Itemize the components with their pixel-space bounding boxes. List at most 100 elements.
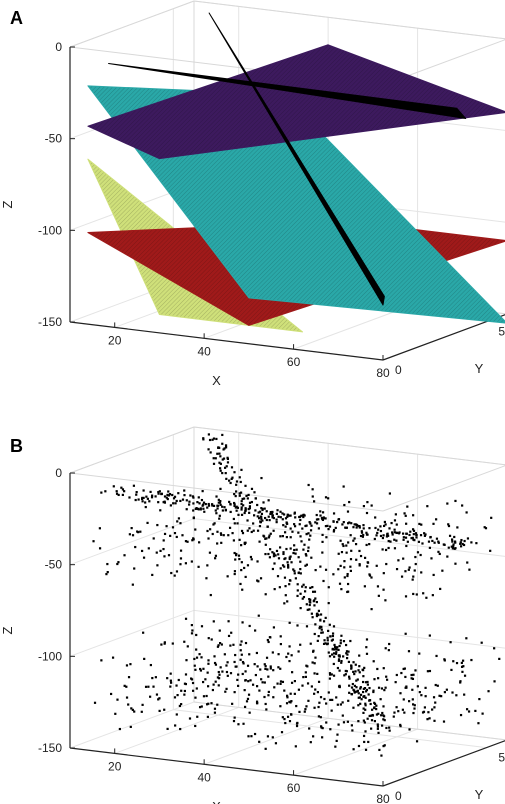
scatter-point bbox=[244, 670, 247, 673]
scatter-point bbox=[233, 503, 236, 506]
gridline-z bbox=[69, 426, 505, 474]
scatter-point bbox=[309, 598, 312, 601]
scatter-point bbox=[304, 708, 307, 711]
scatter-point bbox=[195, 633, 198, 637]
scatter-point bbox=[430, 557, 433, 560]
scatter-point bbox=[461, 542, 464, 546]
scatter-point bbox=[267, 552, 270, 556]
scatter-point bbox=[293, 572, 296, 575]
scatter-point bbox=[403, 667, 406, 670]
scatter-point bbox=[213, 655, 216, 658]
z-tick-label: 0 bbox=[55, 40, 62, 54]
scatter-point bbox=[237, 723, 240, 726]
scatter-point bbox=[343, 503, 346, 507]
scatter-point bbox=[238, 494, 241, 497]
scatter-point bbox=[249, 555, 253, 559]
scatter-point bbox=[162, 547, 165, 551]
scatter-point bbox=[254, 509, 257, 512]
scatter-point bbox=[258, 689, 261, 692]
surface-plane-3 bbox=[87, 44, 505, 160]
scatter-point bbox=[202, 695, 206, 698]
scatter-point bbox=[290, 681, 294, 684]
scatter-point bbox=[251, 683, 255, 686]
scatter-point bbox=[192, 502, 195, 505]
scatter-point bbox=[264, 665, 267, 668]
scatter-point bbox=[157, 491, 160, 494]
scatter-point bbox=[284, 517, 288, 520]
scatter-point bbox=[309, 642, 312, 645]
scatter-point bbox=[336, 646, 339, 649]
scatter-point bbox=[293, 511, 296, 514]
scatter-point bbox=[218, 446, 221, 449]
scatter-point bbox=[239, 480, 242, 484]
scatter-point bbox=[257, 511, 260, 514]
scatter-point bbox=[414, 669, 417, 672]
scatter-point bbox=[361, 690, 365, 694]
scatter-point bbox=[337, 659, 341, 662]
scatter-point bbox=[288, 583, 291, 586]
scatter-point bbox=[298, 515, 302, 518]
scatter-point bbox=[246, 519, 249, 522]
scatter-point bbox=[327, 528, 330, 531]
scatter-point bbox=[209, 451, 212, 454]
scatter-point bbox=[358, 563, 361, 566]
scatter-point bbox=[256, 560, 259, 563]
scatter-point bbox=[200, 625, 204, 628]
scatter-point bbox=[271, 551, 274, 554]
scatter-point bbox=[481, 712, 484, 715]
scatter-point bbox=[261, 681, 264, 684]
scatter-point bbox=[327, 651, 330, 654]
scatter-point bbox=[273, 588, 276, 591]
scatter-point bbox=[359, 693, 363, 696]
scatter-point bbox=[266, 668, 269, 671]
scatter-point bbox=[218, 461, 221, 464]
scatter-point bbox=[365, 688, 369, 692]
scatter-point bbox=[368, 543, 371, 546]
scatter-point bbox=[337, 568, 340, 571]
scatter-point bbox=[346, 590, 349, 594]
scatter-point bbox=[120, 486, 123, 489]
scatter-point bbox=[236, 684, 240, 687]
scatter-point bbox=[156, 564, 159, 567]
scatter-point bbox=[236, 678, 239, 682]
scatter-point bbox=[242, 722, 245, 725]
scatter-point bbox=[214, 557, 217, 560]
scatter-point bbox=[162, 539, 165, 542]
y-tick-label: 0 bbox=[395, 789, 402, 803]
scatter-point bbox=[346, 510, 350, 513]
scatter-point bbox=[244, 679, 247, 682]
scatter-point bbox=[289, 555, 292, 558]
scatter-point bbox=[303, 543, 306, 546]
scatter-point bbox=[307, 483, 310, 487]
scatter-point bbox=[342, 655, 345, 658]
z-tick-label: -150 bbox=[38, 315, 62, 329]
scatter-point bbox=[435, 518, 438, 521]
scatter-point bbox=[334, 645, 337, 649]
scatter-point bbox=[173, 574, 176, 577]
scatter-point bbox=[194, 528, 197, 531]
scatter-point bbox=[272, 555, 276, 558]
scatter-point bbox=[230, 631, 233, 634]
scatter-point bbox=[240, 568, 243, 572]
scatter-point bbox=[241, 621, 244, 624]
scatter-point bbox=[286, 600, 289, 603]
scatter-point bbox=[317, 715, 320, 718]
panel-letter-a: A bbox=[10, 8, 23, 28]
scatter-point bbox=[364, 748, 368, 751]
scatter-point bbox=[288, 645, 291, 648]
scatter-point bbox=[275, 518, 278, 521]
scatter-point bbox=[348, 677, 351, 680]
scatter-point bbox=[341, 714, 344, 717]
scatter-point bbox=[309, 586, 312, 590]
scatter-point bbox=[176, 693, 179, 697]
y-axis-label: Y bbox=[475, 787, 484, 802]
scatter-point bbox=[290, 713, 293, 716]
scatter-point bbox=[173, 531, 177, 535]
z-tick-label: -100 bbox=[38, 649, 62, 663]
scatter-point bbox=[314, 521, 317, 524]
scatter-point bbox=[261, 519, 264, 522]
scatter-point bbox=[243, 542, 246, 546]
scatter-point bbox=[331, 634, 335, 638]
scatter-point bbox=[295, 548, 298, 551]
box-edge bbox=[69, 426, 195, 474]
